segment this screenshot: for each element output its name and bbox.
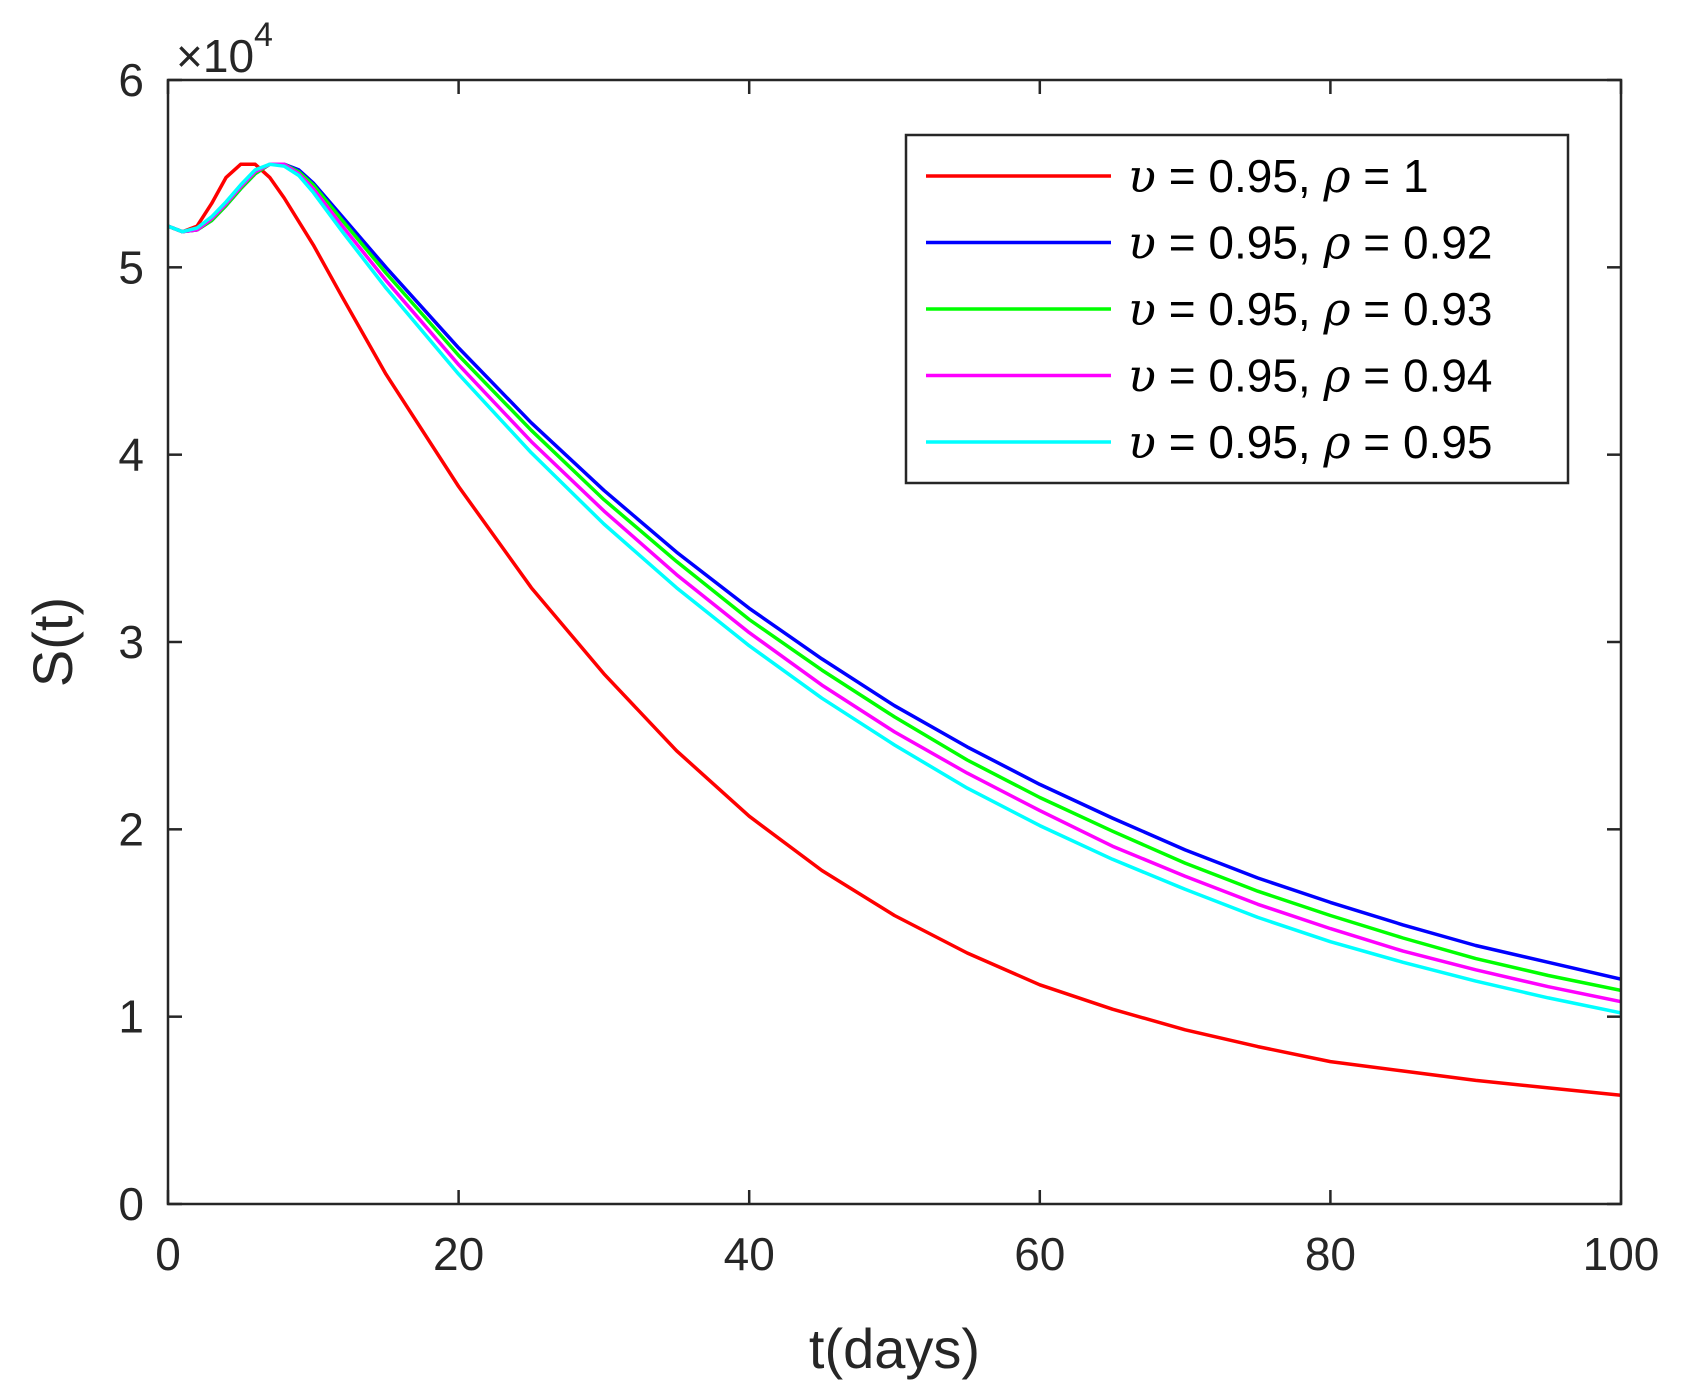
legend-label-2: υ = 0.95, ρ = 0.92 bbox=[1128, 216, 1492, 270]
y-tick-label: 5 bbox=[118, 241, 144, 293]
y-exponent-label: ×104 bbox=[176, 16, 273, 82]
x-tick-label: 0 bbox=[155, 1228, 181, 1280]
legend-label-1: υ = 0.95, ρ = 1 bbox=[1128, 149, 1429, 203]
legend-label-3: υ = 0.95, ρ = 0.93 bbox=[1128, 282, 1492, 336]
x-tick-label: 60 bbox=[1014, 1228, 1065, 1280]
x-tick-label: 80 bbox=[1305, 1228, 1356, 1280]
x-tick-label: 100 bbox=[1583, 1228, 1660, 1280]
y-axis-title: S(t) bbox=[21, 597, 84, 687]
y-tick-label: 6 bbox=[118, 54, 144, 106]
axes: 0 20 40 60 80 100 0 1 2 3 4 5 6 ×104 t(days) S(t) bbox=[21, 16, 1659, 1380]
legend: υ = 0.95, ρ = 1 υ = 0.95, ρ = 0.92 υ = 0.9… bbox=[904, 133, 1570, 485]
legend-label-4: υ = 0.95, ρ = 0.94 bbox=[1128, 349, 1492, 403]
y-tick-label: 4 bbox=[118, 429, 144, 481]
y-tick-label: 3 bbox=[118, 616, 144, 668]
series-line-1 bbox=[168, 162, 1621, 1098]
series-line-5 bbox=[168, 162, 1621, 1015]
legend-label-5: υ = 0.95, ρ = 0.95 bbox=[1128, 415, 1492, 469]
y-tick-label: 1 bbox=[118, 991, 144, 1043]
y-tick-label: 0 bbox=[118, 1178, 144, 1230]
x-axis-title: t(days) bbox=[809, 1317, 980, 1380]
y-tick-label: 2 bbox=[118, 803, 144, 855]
x-tick-label: 40 bbox=[724, 1228, 775, 1280]
x-tick-label: 20 bbox=[433, 1228, 484, 1280]
series-lines bbox=[168, 162, 1621, 1098]
plot-content bbox=[168, 162, 1621, 1098]
